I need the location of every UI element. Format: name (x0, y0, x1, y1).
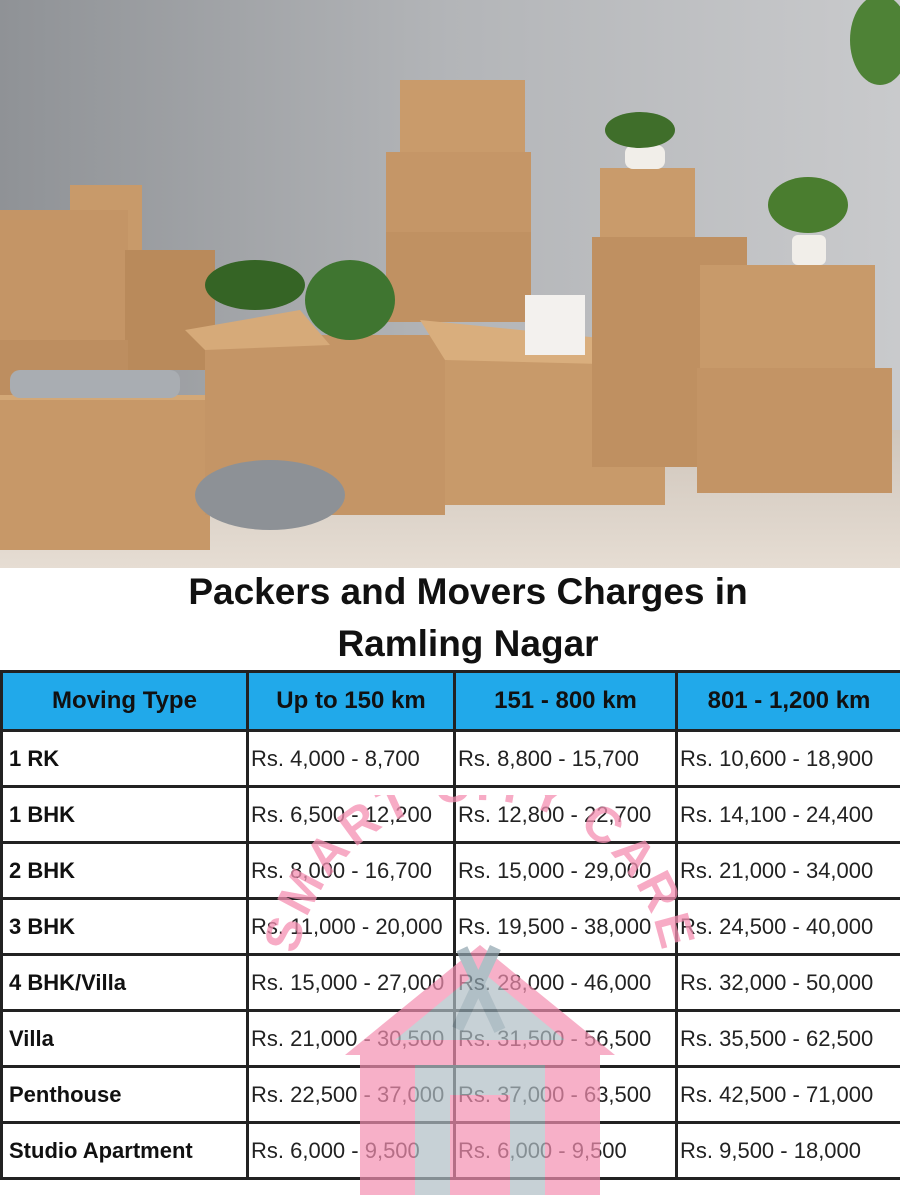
table-row: 2 BHK Rs. 8,000 - 16,700 Rs. 15,000 - 29… (0, 841, 900, 900)
price-cell: Rs. 6,500 - 12,200 (246, 785, 456, 844)
price-cell: Rs. 9,500 - 18,000 (675, 1121, 900, 1180)
table-row: Villa Rs. 21,000 - 30,500 Rs. 31,500 - 5… (0, 1009, 900, 1068)
box (185, 80, 720, 515)
table-row: 1 RK Rs. 4,000 - 8,700 Rs. 8,800 - 15,70… (0, 729, 900, 788)
price-cell: Rs. 10,600 - 18,900 (675, 729, 900, 788)
moving-type-cell: 2 BHK (0, 841, 249, 900)
table-row: 4 BHK/Villa Rs. 15,000 - 27,000 Rs. 28,0… (0, 953, 900, 1012)
box (592, 168, 892, 493)
pricing-table-container: Moving Type Up to 150 km 151 - 800 km 80… (0, 670, 900, 1200)
header-moving-type: Moving Type (0, 670, 249, 732)
price-cell: Rs. 28,000 - 46,000 (453, 953, 678, 1012)
table-row: Penthouse Rs. 22,500 - 37,000 Rs. 37,000… (0, 1065, 900, 1124)
moving-type-cell: 1 BHK (0, 785, 249, 844)
price-cell: Rs. 21,000 - 34,000 (675, 841, 900, 900)
header-up-to-150km: Up to 150 km (246, 670, 456, 732)
table-header-row: Moving Type Up to 150 km 151 - 800 km 80… (0, 670, 900, 732)
hero-photo-moving-boxes (0, 0, 900, 568)
blanket (195, 460, 345, 530)
moving-type-cell: Penthouse (0, 1065, 249, 1124)
header-151-800km: 151 - 800 km (453, 670, 678, 732)
table-row: 1 BHK Rs. 6,500 - 12,200 Rs. 12,800 - 22… (0, 785, 900, 844)
price-cell: Rs. 6,000 - 9,500 (453, 1121, 678, 1180)
price-cell: Rs. 35,500 - 62,500 (675, 1009, 900, 1068)
moving-type-cell: 4 BHK/Villa (0, 953, 249, 1012)
plant (205, 0, 900, 340)
table-row: Studio Apartment Rs. 6,000 - 9,500 Rs. 6… (0, 1121, 900, 1180)
price-cell: Rs. 21,000 - 30,500 (246, 1009, 456, 1068)
price-cell: Rs. 42,500 - 71,000 (675, 1065, 900, 1124)
page-title: Packers and Movers Charges in Ramling Na… (0, 566, 900, 670)
price-cell: Rs. 15,000 - 29,000 (453, 841, 678, 900)
price-cell: Rs. 11,000 - 20,000 (246, 897, 456, 956)
moving-type-cell: 3 BHK (0, 897, 249, 956)
price-cell: Rs. 15,000 - 27,000 (246, 953, 456, 1012)
pricing-table: Moving Type Up to 150 km 151 - 800 km 80… (0, 670, 900, 1180)
price-cell: Rs. 8,000 - 16,700 (246, 841, 456, 900)
moving-type-cell: Studio Apartment (0, 1121, 249, 1180)
price-cell: Rs. 19,500 - 38,000 (453, 897, 678, 956)
table-row: 3 BHK Rs. 11,000 - 20,000 Rs. 19,500 - 3… (0, 897, 900, 956)
price-cell: Rs. 14,100 - 24,400 (675, 785, 900, 844)
moving-type-cell: 1 RK (0, 729, 249, 788)
price-cell: Rs. 24,500 - 40,000 (675, 897, 900, 956)
moving-type-cell: Villa (0, 1009, 249, 1068)
header-801-1200km: 801 - 1,200 km (675, 670, 900, 732)
box (0, 185, 235, 550)
price-cell: Rs. 8,800 - 15,700 (453, 729, 678, 788)
price-cell: Rs. 31,500 - 56,500 (453, 1009, 678, 1068)
price-cell: Rs. 32,000 - 50,000 (675, 953, 900, 1012)
title-line-1: Packers and Movers Charges in (188, 571, 748, 612)
price-cell: Rs. 37,000 - 63,500 (453, 1065, 678, 1124)
price-cell: Rs. 4,000 - 8,700 (246, 729, 456, 788)
price-cell: Rs. 12,800 - 22,700 (453, 785, 678, 844)
price-cell: Rs. 22,500 - 37,000 (246, 1065, 456, 1124)
title-line-2: Ramling Nagar (337, 623, 599, 664)
price-cell: Rs. 6,000 - 9,500 (246, 1121, 456, 1180)
